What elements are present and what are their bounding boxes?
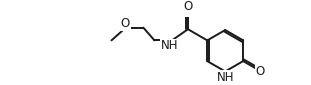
Text: O: O [183,0,193,13]
Text: O: O [120,17,130,30]
Text: NH: NH [161,39,179,52]
Text: NH: NH [216,71,234,84]
Text: O: O [256,65,265,78]
